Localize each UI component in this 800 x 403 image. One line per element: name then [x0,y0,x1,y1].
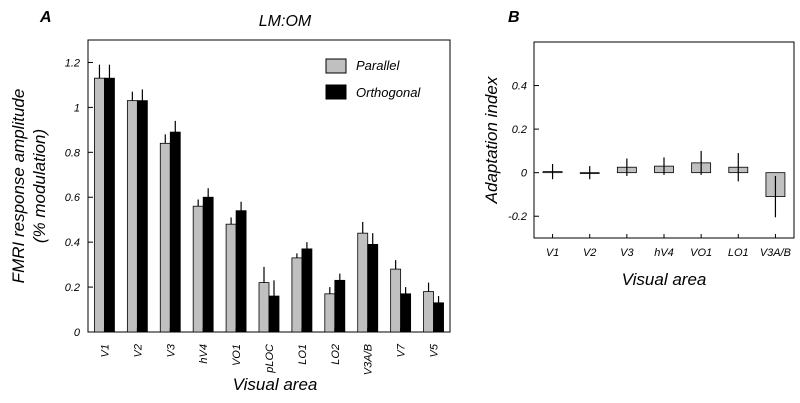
bar-parallel-V7 [390,268,402,333]
legend-swatch-parallel [325,58,347,74]
bar-parallel-V3 [159,142,171,333]
bar-orthogonal-V5 [433,302,444,333]
x-axis-label: Visual area [233,375,318,394]
bar-parallel-V3A/B [357,232,369,333]
x-tick-label: VO1 [231,344,243,366]
panel-letter-b: B [508,9,520,26]
x-axis-label-b: Visual area [622,270,707,289]
y-tick-label: 0 [74,327,81,339]
bar-parallel-pLOC [258,282,270,333]
y-axis-label-b: Adaptation index [482,76,501,204]
bar-parallel-V2 [126,100,138,333]
bar-orthogonal-V7 [400,293,412,333]
legend-swatch-orthogonal [325,84,347,100]
y-axis-sublabel: (% modulation) [30,129,49,243]
panel-a: A LM:OM 0 0.2 0.4 0.6 0.8 1 1.2 V1 V2 V3 hV4 VO1 pL… [9,9,451,394]
x-tick-label: VO1 [690,247,712,259]
x-tick-label: pLOC [264,344,276,374]
y-tick-label: 0.2 [65,282,80,294]
bar-orthogonal-V2 [136,100,148,333]
x-tick-label: V2 [132,344,144,357]
y-axis: 0 0.2 0.4 0.6 0.8 1 1.2 [65,57,93,339]
x-tick-label: LO1 [297,344,309,365]
bar-orthogonal-LO1 [301,248,313,333]
x-tick-label: hV4 [654,247,674,259]
bar-orthogonal-LO2 [334,279,346,333]
bar-orthogonal-pLOC [268,295,280,333]
x-tick-label: LO1 [728,247,749,259]
bar-parallel-VO1 [225,223,237,333]
legend: Parallel Orthogonal [325,58,421,100]
panel-letter-a: A [39,9,52,26]
bar-parallel-LO1 [291,257,303,333]
y-tick-label: 1 [74,102,80,114]
y-axis-b: -0.2 0 0.2 0.4 [508,81,539,223]
legend-label-parallel: Parallel [356,58,400,73]
x-tick-label: V3A/B [363,344,375,375]
panel-b: B -0.2 0 0.2 0.4 V1 V2 V3 hV4 VO1 LO1 V3A/B Adapt… [482,9,795,289]
bar-parallel-hV4 [192,205,204,333]
x-tick-label: V2 [583,247,596,259]
x-axis-b: V1 V2 V3 hV4 VO1 LO1 V3A/B [546,234,791,259]
x-tick-label: V1 [546,247,559,259]
bar-parallel-LO2 [324,293,336,333]
bar-orthogonal-V1 [104,77,115,333]
y-tick-label: 0.4 [65,237,80,249]
x-tick-label: V3 [620,247,634,259]
bar-parallel-V1 [94,77,105,333]
y-tick-label: -0.2 [508,211,527,223]
bar-orthogonal-V3A/B [367,243,379,333]
x-axis: V1 V2 V3 hV4 VO1 pLOC LO1 LO2 V3A/B V7 V5 [99,328,441,375]
x-tick-label: V3 [165,343,177,357]
x-tick-label: V7 [396,343,408,357]
bar-parallel-V5 [423,291,434,333]
x-tick-label: LO2 [330,344,342,365]
legend-label-orthogonal: Orthogonal [356,85,421,100]
x-tick-label: V3A/B [760,247,791,259]
x-tick-label: V1 [99,344,111,357]
plot-frame-b [533,41,795,239]
y-tick-label: 0 [521,168,528,180]
y-tick-label: 0.4 [512,81,527,93]
y-tick-label: 0.2 [512,124,527,136]
x-tick-label: V5 [429,343,441,357]
x-tick-label: hV4 [198,344,210,364]
y-tick-label: 0.8 [65,147,81,159]
bars [94,64,444,333]
y-tick-label: 0.6 [65,192,81,204]
bar-orthogonal-V3 [169,131,181,333]
y-tick-label: 1.2 [65,57,80,69]
bar-orthogonal-VO1 [235,210,247,333]
bar-orthogonal-hV4 [202,196,214,333]
y-axis-label: FMRI response amplitude [9,89,28,284]
chart-title: LM:OM [259,13,312,30]
bars-b [542,150,786,218]
